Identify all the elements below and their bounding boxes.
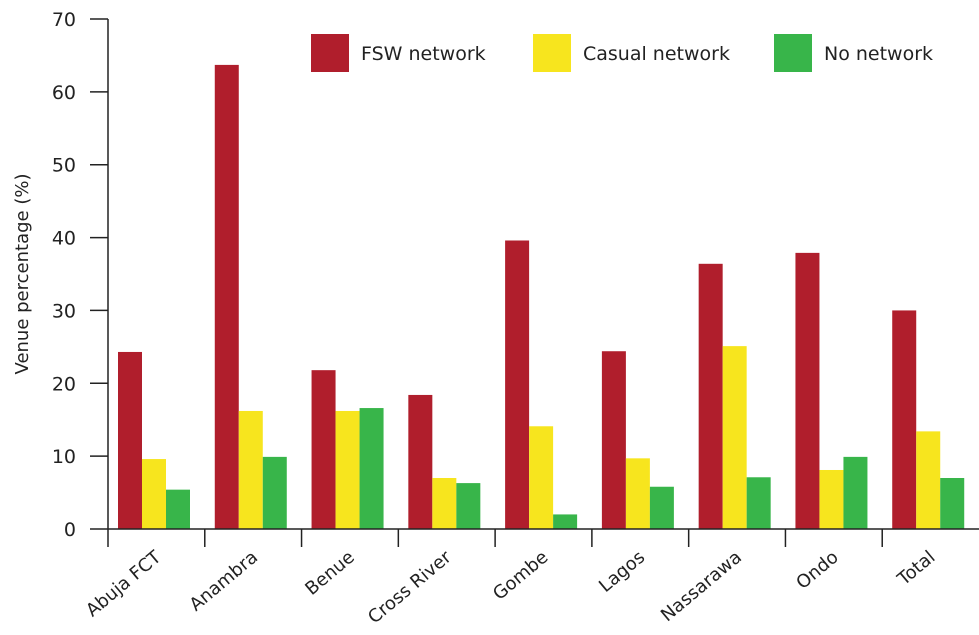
bar-casual-network [722, 346, 747, 529]
legend-label: No network [824, 43, 933, 65]
legend-swatch [774, 34, 812, 72]
bar-casual-network [625, 458, 650, 529]
x-tick-label: Cross River [364, 546, 456, 628]
y-tick-label: 30 [52, 300, 76, 322]
axes-group [107, 19, 979, 530]
bar-fsw-network [118, 351, 142, 529]
bar-fsw-network [505, 240, 530, 529]
bar-no-network [456, 483, 481, 529]
bar-fsw-network [214, 64, 239, 530]
bar-no-network [843, 456, 868, 529]
y-tick-label: 20 [52, 373, 76, 395]
y-axis-title: Venue percentage (%) [12, 174, 33, 375]
legend-swatch [311, 34, 349, 72]
y-tick-label: 50 [52, 155, 76, 177]
x-tick-label: Ondo [792, 547, 842, 594]
bar-fsw-network [892, 310, 917, 529]
y-tick-label: 40 [52, 228, 76, 250]
y-tick-label: 0 [64, 519, 76, 541]
bar-no-network [262, 456, 287, 529]
x-tick-label: Abuja FCT [82, 546, 166, 621]
y-ticks-group: 0 10 20 30 40 50 60 70 [52, 9, 108, 541]
bar-no-network [940, 478, 965, 529]
y-tick-label: 60 [52, 82, 76, 104]
bar-fsw-network [698, 263, 723, 529]
legend-label: Casual network [583, 43, 730, 65]
bar-fsw-network [408, 394, 433, 529]
bar-casual-network [529, 426, 554, 529]
legend-swatch [533, 34, 571, 72]
bar-no-network [166, 489, 190, 529]
bar-no-network [553, 514, 578, 529]
bar-casual-network [916, 431, 941, 529]
x-tick-label: Lagos [595, 547, 649, 597]
x-tick-label: Nassarawa [657, 547, 746, 626]
bar-casual-network [819, 469, 844, 529]
legend-label: FSW network [361, 43, 486, 65]
bar-no-network [649, 486, 674, 529]
y-tick-label: 70 [52, 9, 76, 31]
chart-legend: FSW network Casual network No network [311, 34, 933, 72]
x-tick-label: Gombe [489, 547, 552, 605]
bar-fsw-network [601, 351, 626, 529]
bars-group [118, 64, 965, 530]
bar-casual-network [238, 410, 263, 529]
bar-fsw-network [795, 252, 820, 529]
x-tick-label: Total [893, 547, 939, 591]
bar-casual-network [335, 410, 360, 529]
x-tick-label: Anambra [186, 547, 262, 616]
y-tick-label: 10 [52, 446, 76, 468]
bar-fsw-network [311, 370, 336, 529]
x-tick-label: Benue [301, 547, 358, 600]
bar-no-network [359, 408, 384, 529]
bar-casual-network [432, 478, 457, 529]
bar-no-network [746, 477, 771, 529]
bar-casual-network [142, 459, 166, 529]
x-ticks-group: Abuja FCT Anambra Benue Cross River Gombe Lag… [82, 529, 939, 628]
